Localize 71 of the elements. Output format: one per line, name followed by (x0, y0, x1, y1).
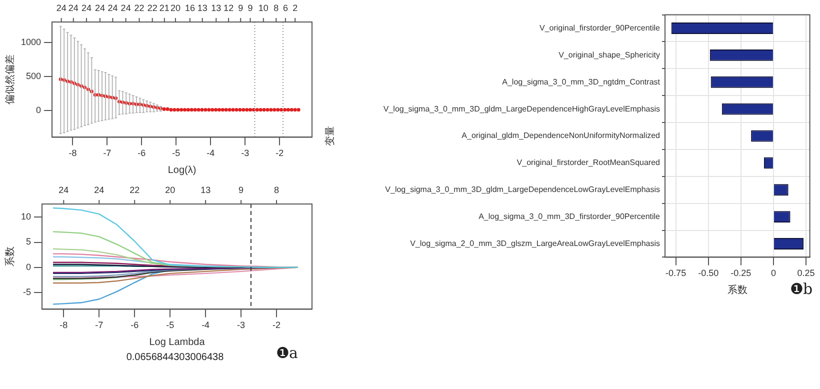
y-tick-label: 5 (26, 236, 32, 247)
annotation: 13 (200, 184, 211, 195)
annotation: 21 (159, 2, 170, 13)
x-axis-title: Log Lambda (149, 336, 206, 348)
annotation: 24 (108, 2, 118, 13)
y-axis-title: 系数 (4, 246, 16, 267)
x-tick-label: -6 (130, 320, 139, 330)
y-axis-title: 偏似然偏差 (4, 54, 16, 105)
text: ❶b (790, 280, 813, 298)
x-tick-label: -0.25 (730, 268, 752, 278)
annotation: 24 (58, 184, 69, 195)
x-tick-label: -4 (206, 148, 215, 158)
y-axis-title: 变量 (324, 126, 336, 146)
annotation: 10 (258, 2, 268, 13)
x-tick-label: -3 (241, 148, 250, 158)
text: ❶a (276, 344, 298, 362)
annotation: 24 (120, 2, 131, 13)
y-tick-label: A_log_sigma_3_0_mm_3D_firstorder_90Percentile (478, 212, 661, 222)
y-tick-label: V_original_firstorder_90Percentile (539, 23, 661, 32)
x-tick-label: -0.50 (698, 268, 719, 278)
annotation: 24 (94, 2, 105, 13)
y-tick-label: 1000 (20, 37, 42, 48)
annotation: 22 (130, 184, 140, 195)
annotation: 20 (170, 2, 180, 13)
x-tick-label: -8 (60, 320, 68, 330)
y-tick-label: 0 (26, 262, 32, 272)
annotation: 9 (238, 2, 244, 13)
x-tick-label: -6 (138, 148, 146, 158)
y-tick-label: V_log_sigma_3_0_mm_3D_gldm_LargeDependenceLowGrayLevelEmphasis (385, 185, 660, 194)
y-tick-label: V_original_shape_Sphericity (558, 50, 660, 60)
x-tick-label: -5 (172, 148, 180, 158)
annotation: 9 (238, 184, 244, 195)
x-tick-label: -7 (95, 320, 104, 330)
x-tick-label: -8 (68, 148, 77, 158)
y-tick-label: 500 (26, 71, 42, 82)
x-tick-label: 0 (770, 268, 776, 278)
annotation: 8 (274, 2, 279, 13)
annotation: 12 (224, 2, 234, 13)
y-tick-label: -5 (22, 287, 32, 298)
x-axis-title: Log(λ) (168, 164, 196, 176)
y-tick-label: V_log_sigma_2_0_mm_3D_glszm_LargeAreaLowGrayLevelEmphasis (410, 238, 660, 248)
annotation: 2 (292, 2, 298, 13)
annotation: 20 (165, 184, 176, 195)
x-tick-label: -7 (103, 148, 112, 158)
x-tick-label: -4 (202, 320, 210, 330)
x-tick-label: -0.75 (666, 268, 686, 278)
annotation: 24 (68, 2, 78, 13)
x-tick-label: 0.25 (797, 268, 815, 278)
annotation: 13 (197, 2, 208, 13)
x-tick-label: -3 (237, 320, 246, 330)
annotation: 24 (81, 2, 92, 13)
annotation: 9 (248, 2, 253, 13)
annotation: 16 (184, 2, 195, 13)
x-tick-label: -2 (272, 320, 281, 330)
text: 0.0656844303006438 (125, 352, 225, 363)
annotation: 13 (211, 2, 222, 13)
annotation: 6 (282, 2, 288, 13)
annotation: 24 (56, 2, 66, 13)
x-tick-label: -2 (276, 148, 284, 158)
y-tick-label: A_log_sigma_3_0_mm_3D_ngtdm_Contrast (502, 77, 661, 86)
y-tick-label: 10 (20, 212, 32, 222)
y-tick-label: A_original_gldm_DependenceNonUniformityNormalized (462, 131, 660, 140)
y-tick-label: 0 (36, 104, 42, 115)
x-tick-label: -5 (166, 320, 174, 330)
y-tick-label: V_original_firstorder_RootMeanSquared (516, 158, 660, 168)
annotation: 22 (134, 2, 144, 13)
y-tick-label: V_log_sigma_3_0_mm_3D_gldm_LargeDependenceHighGrayLevelEmphasis (383, 104, 660, 114)
annotation: 24 (94, 184, 104, 195)
annotation: 8 (274, 184, 280, 195)
x-axis-title: 系数 (727, 284, 748, 296)
annotation: 22 (147, 2, 158, 13)
